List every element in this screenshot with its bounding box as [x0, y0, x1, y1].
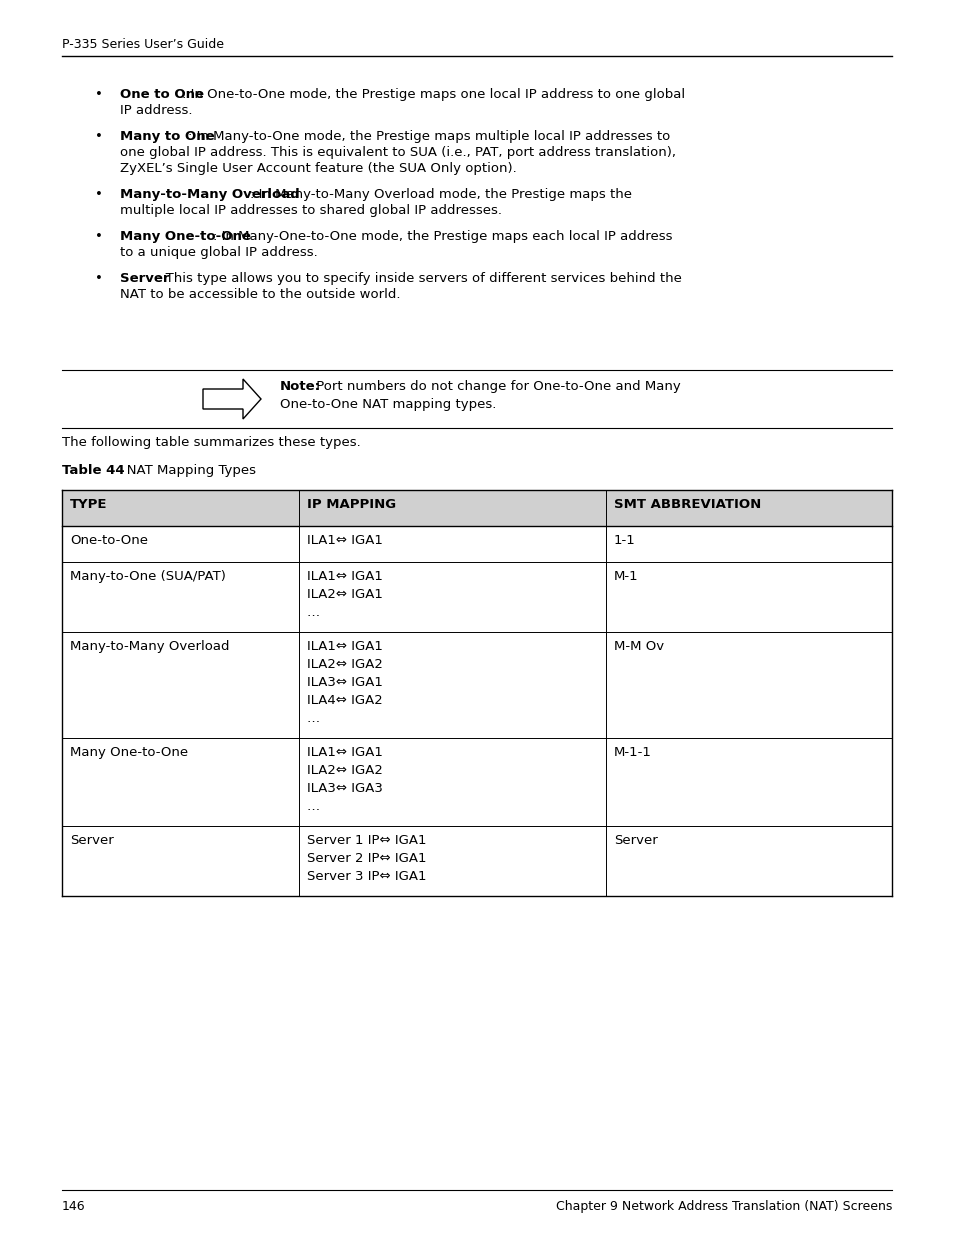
Text: NAT Mapping Types: NAT Mapping Types — [113, 464, 255, 477]
Text: Server: Server — [70, 834, 113, 847]
Text: one global IP address. This is equivalent to SUA (i.e., PAT, port address transl: one global IP address. This is equivalen… — [120, 146, 676, 159]
Text: Many-to-Many Overload: Many-to-Many Overload — [120, 188, 299, 201]
Text: Many One-to-One: Many One-to-One — [70, 746, 188, 760]
Text: P-335 Series User’s Guide: P-335 Series User’s Guide — [62, 38, 224, 51]
Text: ILA3⇔ IGA1: ILA3⇔ IGA1 — [306, 676, 382, 689]
Text: ILA3⇔ IGA3: ILA3⇔ IGA3 — [306, 782, 382, 795]
Text: Server: Server — [120, 272, 170, 285]
Text: •: • — [95, 188, 103, 201]
Text: Many One-to-One: Many One-to-One — [120, 230, 251, 243]
Text: Many-to-Many Overload: Many-to-Many Overload — [70, 640, 230, 653]
Text: …: … — [306, 606, 319, 619]
Text: Server 3 IP⇔ IGA1: Server 3 IP⇔ IGA1 — [306, 869, 426, 883]
Text: Many-to-One (SUA/PAT): Many-to-One (SUA/PAT) — [70, 571, 226, 583]
Text: Chapter 9 Network Address Translation (NAT) Screens: Chapter 9 Network Address Translation (N… — [555, 1200, 891, 1213]
Text: •: • — [95, 88, 103, 101]
Text: : In Many-to-Many Overload mode, the Prestige maps the: : In Many-to-Many Overload mode, the Pre… — [250, 188, 632, 201]
Text: to a unique global IP address.: to a unique global IP address. — [120, 246, 317, 259]
Text: One-to-One: One-to-One — [70, 534, 148, 547]
Text: Server 2 IP⇔ IGA1: Server 2 IP⇔ IGA1 — [306, 852, 426, 864]
Text: Port numbers do not change for One-to-One and Many: Port numbers do not change for One-to-On… — [313, 380, 680, 393]
Text: IP address.: IP address. — [120, 104, 193, 117]
Text: One to One: One to One — [120, 88, 204, 101]
Text: ILA2⇔ IGA2: ILA2⇔ IGA2 — [306, 658, 382, 671]
Text: ILA2⇔ IGA1: ILA2⇔ IGA1 — [306, 588, 382, 601]
Text: multiple local IP addresses to shared global IP addresses.: multiple local IP addresses to shared gl… — [120, 204, 501, 217]
Text: : In Many-One-to-One mode, the Prestige maps each local IP address: : In Many-One-to-One mode, the Prestige … — [213, 230, 672, 243]
Text: NAT to be accessible to the outside world.: NAT to be accessible to the outside worl… — [120, 288, 400, 301]
Text: Table 44: Table 44 — [62, 464, 125, 477]
Text: ILA1⇔ IGA1: ILA1⇔ IGA1 — [306, 571, 382, 583]
Text: IP MAPPING: IP MAPPING — [306, 498, 395, 511]
Text: 1-1: 1-1 — [613, 534, 635, 547]
Text: …: … — [306, 800, 319, 813]
Text: Server: Server — [613, 834, 657, 847]
Bar — [62, 490, 891, 526]
Text: ILA4⇔ IGA2: ILA4⇔ IGA2 — [306, 694, 382, 706]
Text: •: • — [95, 272, 103, 285]
Text: One-to-One NAT mapping types.: One-to-One NAT mapping types. — [280, 398, 496, 411]
Text: M-1: M-1 — [613, 571, 638, 583]
Text: : In One-to-One mode, the Prestige maps one local IP address to one global: : In One-to-One mode, the Prestige maps … — [182, 88, 684, 101]
Text: …: … — [306, 713, 319, 725]
Text: 146: 146 — [62, 1200, 86, 1213]
Text: ZyXEL’s Single User Account feature (the SUA Only option).: ZyXEL’s Single User Account feature (the… — [120, 162, 517, 175]
Text: TYPE: TYPE — [70, 498, 108, 511]
Text: The following table summarizes these types.: The following table summarizes these typ… — [62, 436, 360, 450]
Text: ILA1⇔ IGA1: ILA1⇔ IGA1 — [306, 534, 382, 547]
Text: M-1-1: M-1-1 — [613, 746, 651, 760]
Text: •: • — [95, 130, 103, 143]
Text: Server 1 IP⇔ IGA1: Server 1 IP⇔ IGA1 — [306, 834, 426, 847]
Text: Note:: Note: — [280, 380, 320, 393]
Text: •: • — [95, 230, 103, 243]
Text: ILA2⇔ IGA2: ILA2⇔ IGA2 — [306, 764, 382, 777]
Text: ILA1⇔ IGA1: ILA1⇔ IGA1 — [306, 746, 382, 760]
Text: M-M Ov: M-M Ov — [613, 640, 663, 653]
Text: SMT ABBREVIATION: SMT ABBREVIATION — [613, 498, 760, 511]
Text: Many to One: Many to One — [120, 130, 214, 143]
Text: ILA1⇔ IGA1: ILA1⇔ IGA1 — [306, 640, 382, 653]
Text: : This type allows you to specify inside servers of different services behind th: : This type allows you to specify inside… — [157, 272, 681, 285]
Text: : In Many-to-One mode, the Prestige maps multiple local IP addresses to: : In Many-to-One mode, the Prestige maps… — [188, 130, 670, 143]
Polygon shape — [203, 379, 261, 419]
